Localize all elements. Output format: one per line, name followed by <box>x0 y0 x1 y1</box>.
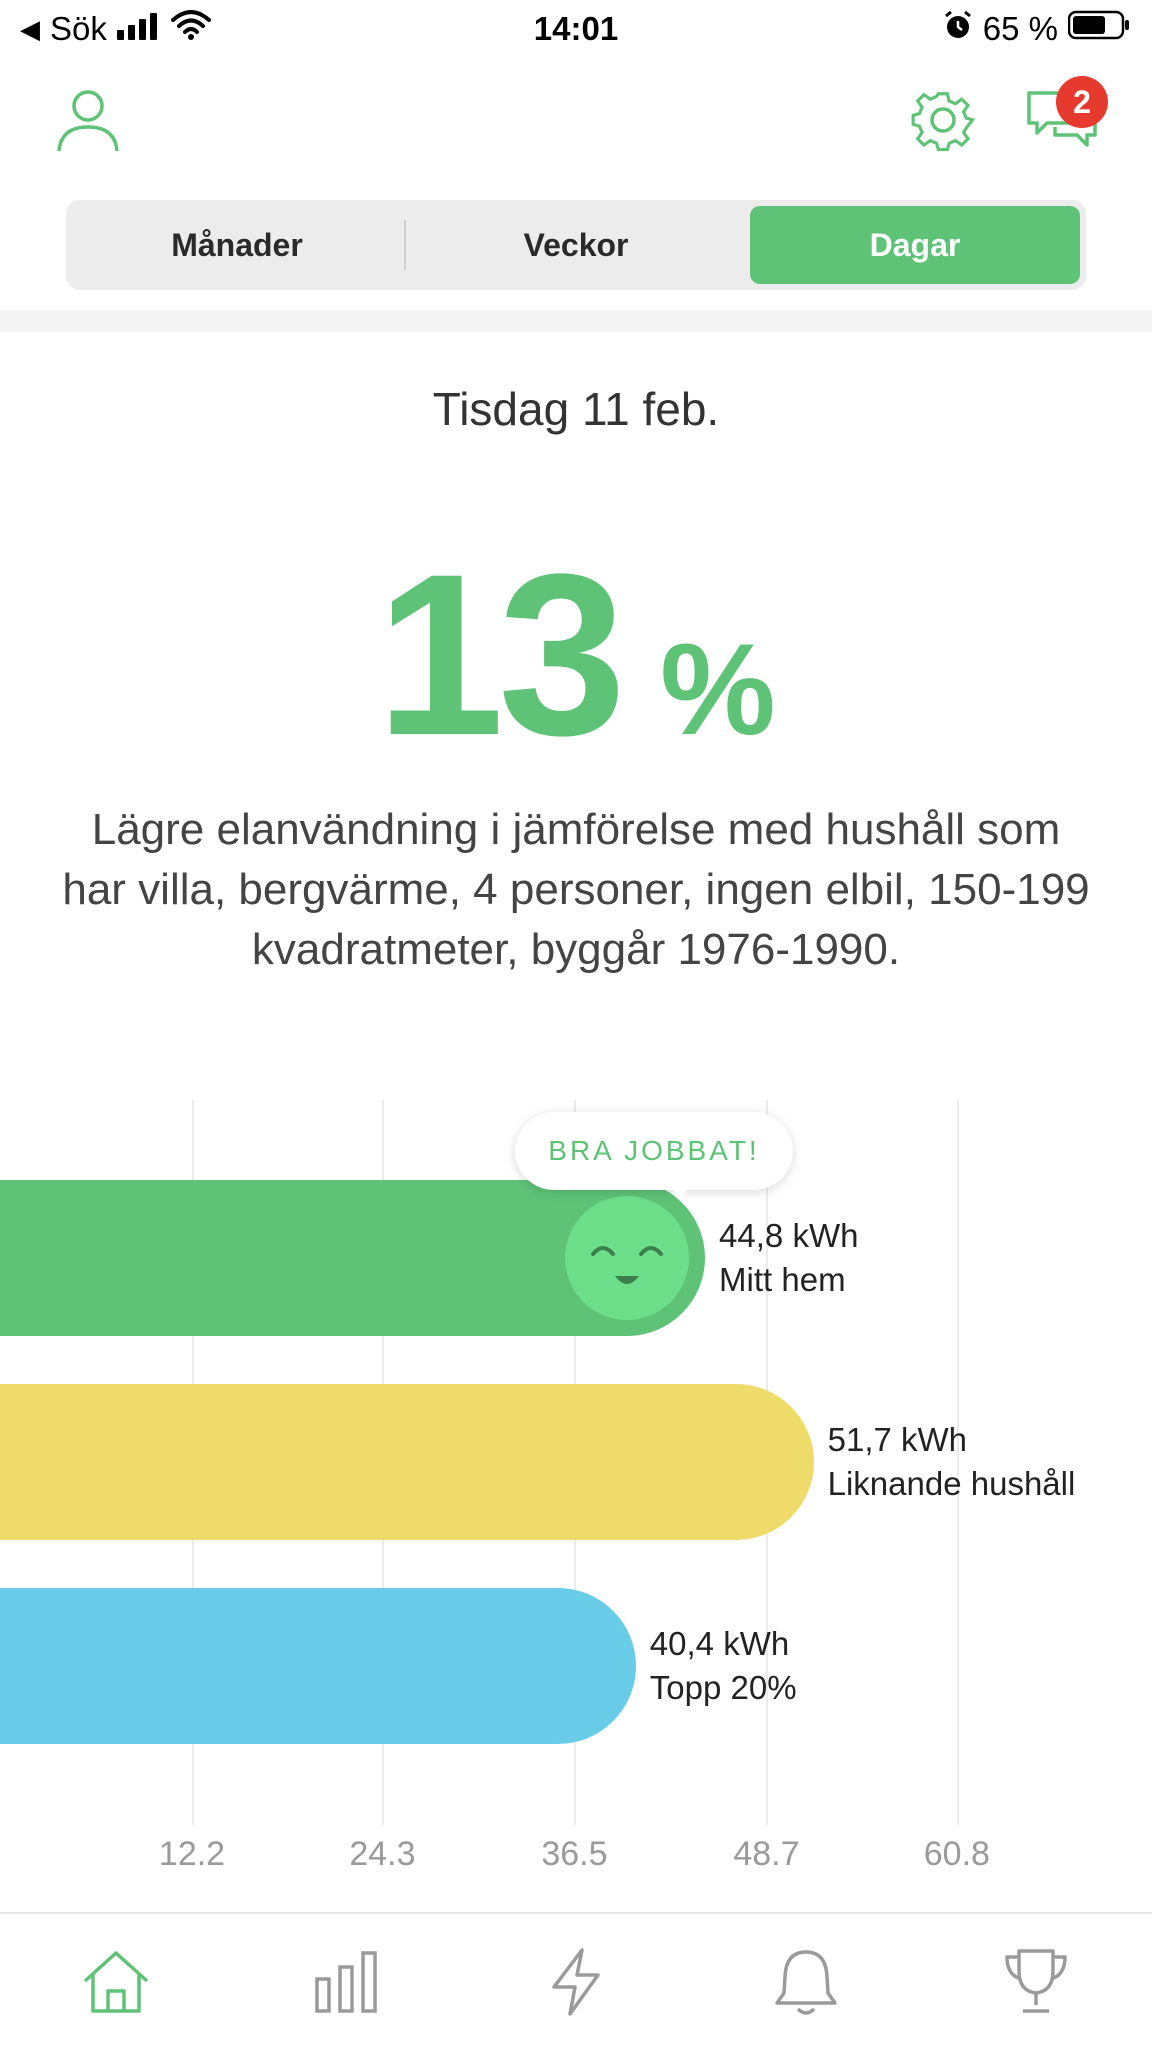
back-arrow-icon: ◀ <box>20 13 40 44</box>
status-bar-back[interactable]: ◀ Sök <box>20 10 211 48</box>
gear-icon <box>910 87 976 158</box>
battery-percent: 65 % <box>982 10 1058 47</box>
profile-button[interactable] <box>48 82 128 162</box>
lightning-icon <box>548 1947 604 2022</box>
bar-series-name: Liknande hushåll <box>827 1465 1076 1502</box>
comparison-percent: 13 % <box>0 540 1152 770</box>
bar-value-label: 51,7 kWh <box>827 1421 968 1458</box>
user-icon <box>53 85 123 160</box>
x-tick-label: 36.5 <box>541 1835 608 1873</box>
tab-power[interactable] <box>536 1944 616 2024</box>
trophy-icon <box>1003 1947 1069 2022</box>
app-header: 2 <box>0 60 1152 190</box>
battery-icon <box>1067 10 1130 48</box>
tab-home[interactable] <box>76 1944 156 2024</box>
percent-sign: % <box>660 616 776 762</box>
x-tick-label: 60.8 <box>923 1835 990 1873</box>
tab-notifications[interactable] <box>766 1944 846 2024</box>
wifi-icon <box>170 10 211 48</box>
cellular-signal-icon <box>116 10 161 48</box>
bar-value-label: 44,8 kWh <box>719 1217 859 1254</box>
segment-months[interactable]: Månader <box>171 226 303 263</box>
praise-bubble-tail <box>668 1184 692 1200</box>
bar-label-1: 44,8 kWh Mitt hem <box>719 1214 858 1302</box>
bell-icon <box>774 1947 838 2022</box>
clock: 14:01 <box>533 10 619 47</box>
comparison-description: Lägre elanvändning i jämförelse med hush… <box>62 805 1090 974</box>
praise-bubble: BRA JOBBAT! <box>515 1112 793 1190</box>
back-label: Sök <box>50 10 107 47</box>
usage-comparison-chart: 12.2 24.3 36.5 48.7 60.8 44,8 kWh Mitt hem 51,7… <box>0 1100 1152 1880</box>
settings-button[interactable] <box>903 82 983 162</box>
bar-series-name: Mitt hem <box>719 1261 846 1298</box>
selected-date: Tisdag 11 feb. <box>432 383 720 435</box>
bar-label-3: 40,4 kWh Topp 20% <box>650 1622 797 1710</box>
bar-chart-icon <box>313 1949 379 2020</box>
bar-value-label: 40,4 kWh <box>649 1625 790 1662</box>
section-divider <box>0 310 1152 332</box>
smiley-face-icon <box>565 1196 690 1320</box>
segment-weeks[interactable]: Veckor <box>523 226 629 263</box>
tab-achievements[interactable] <box>996 1944 1076 2024</box>
segment-divider <box>404 220 406 270</box>
percent-value: 13 <box>376 526 626 783</box>
x-tick-label: 24.3 <box>349 1835 416 1873</box>
gridline <box>956 1100 959 1825</box>
tab-statistics[interactable] <box>306 1944 386 2024</box>
bar-3 <box>0 1588 636 1744</box>
x-tick-label: 12.2 <box>158 1835 226 1873</box>
period-segmented-control: Månader Veckor Dagar <box>66 200 1086 290</box>
bar-label-2: 51,7 kWh Liknande hushåll <box>828 1418 1076 1506</box>
x-tick-label: 48.7 <box>733 1835 800 1873</box>
bottom-tab-bar <box>0 1912 1152 2048</box>
status-bar: ◀ Sök 14:01 65 % <box>0 0 1152 60</box>
messages-button[interactable]: 2 <box>1022 76 1108 162</box>
bar-series-name: Topp 20% <box>649 1669 797 1706</box>
home-icon <box>81 1949 151 2020</box>
status-bar-right: 65 % <box>943 10 1130 48</box>
segment-days[interactable]: Dagar <box>750 206 1080 284</box>
alarm-icon <box>943 10 973 48</box>
messages-badge: 2 <box>1056 76 1108 128</box>
bar-2 <box>0 1384 814 1540</box>
